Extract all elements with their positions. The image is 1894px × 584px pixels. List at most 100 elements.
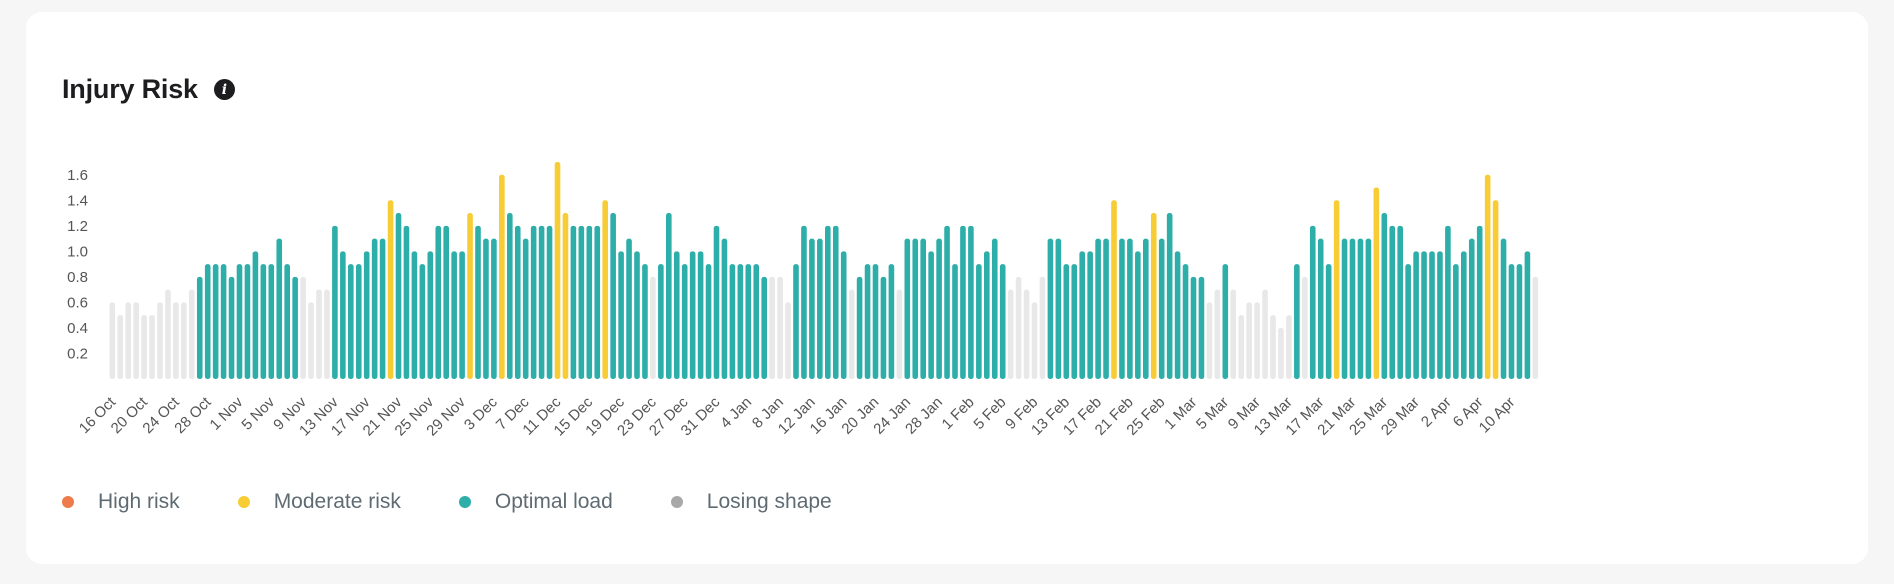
chart-bar[interactable] (157, 302, 163, 379)
chart-bar[interactable] (1055, 238, 1062, 379)
chart-bar[interactable] (419, 264, 426, 379)
chart-bar[interactable] (713, 225, 720, 379)
chart-bar[interactable] (1143, 238, 1149, 379)
chart-bar[interactable] (578, 225, 585, 379)
chart-bar[interactable] (109, 302, 116, 379)
chart-bar[interactable] (1031, 302, 1038, 379)
chart-bar[interactable] (125, 302, 131, 379)
chart-bar[interactable] (697, 251, 704, 379)
chart-bar[interactable] (832, 225, 839, 379)
chart-bar[interactable] (666, 213, 672, 379)
chart-bar[interactable] (586, 225, 593, 379)
chart-bar[interactable] (745, 264, 752, 379)
chart-bar[interactable] (165, 289, 171, 379)
chart-bar[interactable] (1039, 276, 1046, 379)
chart-bar[interactable] (928, 251, 934, 379)
chart-bar[interactable] (729, 264, 736, 379)
chart-bar[interactable] (244, 264, 251, 379)
chart-bar[interactable] (785, 302, 791, 379)
chart-bar[interactable] (1095, 238, 1101, 379)
chart-bar[interactable] (817, 238, 823, 379)
chart-bar[interactable] (1389, 225, 1396, 379)
chart-bar[interactable] (1492, 200, 1499, 379)
chart-bar[interactable] (1063, 264, 1070, 379)
chart-bar[interactable] (984, 251, 990, 379)
chart-bar[interactable] (1476, 225, 1483, 379)
legend-item-losing[interactable]: Losing shape (670, 490, 832, 514)
chart-bar[interactable] (904, 238, 911, 379)
chart-bar[interactable] (276, 238, 283, 379)
chart-bar[interactable] (268, 264, 275, 379)
chart-bar[interactable] (427, 251, 434, 379)
chart-bar[interactable] (864, 264, 871, 379)
chart-bar[interactable] (912, 238, 919, 379)
chart-bar[interactable] (570, 225, 577, 379)
chart-bar[interactable] (1532, 276, 1539, 379)
chart-bar[interactable] (475, 225, 481, 379)
chart-bar[interactable] (387, 200, 394, 379)
chart-bar[interactable] (642, 264, 648, 379)
chart-bar[interactable] (848, 289, 855, 379)
chart-bar[interactable] (1166, 213, 1173, 379)
chart-bar[interactable] (705, 264, 712, 379)
chart-bar[interactable] (1127, 238, 1133, 379)
chart-bar[interactable] (435, 225, 442, 379)
chart-bar[interactable] (530, 225, 537, 379)
chart-bar[interactable] (1119, 238, 1125, 379)
chart-bar[interactable] (324, 289, 330, 379)
chart-bar[interactable] (1524, 251, 1531, 379)
chart-bar[interactable] (220, 264, 227, 379)
chart-bar[interactable] (1468, 238, 1475, 379)
chart-bar[interactable] (1302, 276, 1308, 379)
chart-bar[interactable] (673, 251, 680, 379)
chart-bar[interactable] (626, 238, 632, 379)
chart-bar[interactable] (840, 251, 847, 379)
chart-bar[interactable] (610, 213, 616, 379)
legend-item-high[interactable]: High risk (62, 490, 180, 514)
chart-bar[interactable] (1270, 315, 1276, 379)
chart-bar[interactable] (554, 162, 561, 379)
chart-bar[interactable] (443, 225, 449, 379)
chart-bar[interactable] (300, 276, 306, 379)
chart-bar[interactable] (451, 251, 457, 379)
chart-bar[interactable] (538, 225, 545, 379)
chart-bar[interactable] (514, 225, 521, 379)
chart-bar[interactable] (562, 213, 569, 379)
chart-bar[interactable] (681, 264, 688, 379)
chart-bar[interactable] (1047, 238, 1054, 379)
chart-bar[interactable] (721, 238, 728, 379)
chart-bar[interactable] (1278, 327, 1284, 379)
chart-bar[interactable] (1484, 174, 1491, 379)
chart-bar[interactable] (920, 238, 926, 379)
chart-bar[interactable] (872, 264, 879, 379)
chart-bar[interactable] (196, 276, 203, 379)
chart-bar[interactable] (1182, 264, 1189, 379)
chart-bar[interactable] (999, 264, 1006, 379)
chart-bar[interactable] (960, 225, 966, 379)
chart-bar[interactable] (395, 213, 402, 379)
chart-bar[interactable] (793, 264, 799, 379)
chart-bar[interactable] (880, 276, 887, 379)
chart-bar[interactable] (1357, 238, 1364, 379)
chart-bar[interactable] (1246, 302, 1252, 379)
chart-bar[interactable] (976, 264, 982, 379)
chart-bar[interactable] (1500, 238, 1507, 379)
chart-bar[interactable] (634, 251, 640, 379)
chart-bar[interactable] (459, 251, 465, 379)
chart-bar[interactable] (1238, 315, 1244, 379)
chart-bar[interactable] (1341, 238, 1348, 379)
chart-bar[interactable] (522, 238, 529, 379)
chart-bar[interactable] (1135, 251, 1141, 379)
chart-bar[interactable] (189, 289, 195, 379)
chart-bar[interactable] (1365, 238, 1372, 379)
chart-bar[interactable] (888, 264, 895, 379)
chart-bar[interactable] (1397, 225, 1403, 379)
chart-bar[interactable] (1023, 289, 1030, 379)
chart-bar[interactable] (1230, 289, 1237, 379)
chart-bar[interactable] (546, 225, 553, 379)
chart-bar[interactable] (618, 251, 624, 379)
chart-bar[interactable] (236, 264, 243, 379)
chart-bar[interactable] (467, 213, 473, 379)
chart-bar[interactable] (371, 238, 378, 379)
chart-bar[interactable] (991, 238, 998, 379)
